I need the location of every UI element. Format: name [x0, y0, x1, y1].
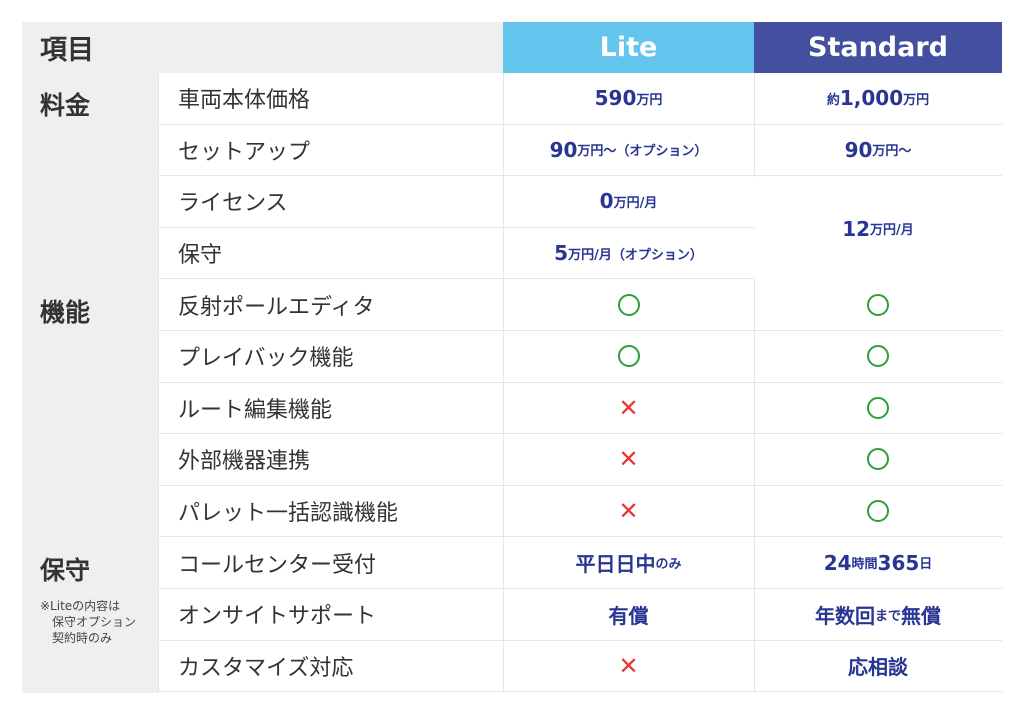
row-label: オンサイトサポート [178, 604, 377, 630]
comparison-table: 項目 Lite Standard 料金 機能 保守 ※Liteの内容は 保守オプ… [22, 22, 1002, 693]
table-row: パレット一括認識機能 ✕ [158, 486, 1002, 538]
value-main: 590 [594, 86, 637, 111]
table-row: 車両本体価格 590 万円約 1,000 万円 [158, 73, 1002, 125]
check-circle-icon [867, 293, 889, 316]
lite-note: ※Liteの内容は 保守オプション 契約時のみ [40, 598, 136, 646]
row-label: 反射ポールエディタ [178, 294, 375, 320]
row-label: ライセンス [178, 191, 288, 217]
cross-icon: ✕ [618, 651, 639, 680]
value-main: 90 [844, 137, 873, 162]
cell-standard: 応相談 [754, 641, 1002, 692]
cell-lite: 0 万円/月 [503, 176, 754, 227]
license-maintenance-standard: 12 万円/月 [754, 177, 1002, 280]
cell-lite: 90 万円〜（オプション） [503, 125, 754, 176]
cell-standard: 24 時間 365 日 [754, 537, 1002, 588]
value-unit: 万円 [636, 92, 663, 108]
table-row: ライセンス 0 万円/月 [158, 176, 1002, 228]
value-main: 12 [842, 216, 871, 241]
value-unit: のみ [655, 557, 682, 573]
value-unit: 万円 [903, 92, 930, 108]
value-unit: 万円/月（オプション） [568, 247, 703, 263]
check-circle-icon [867, 396, 889, 419]
row-label: 外部機器連携 [178, 449, 311, 475]
column-divider [503, 73, 504, 693]
note-line: 契約時のみ [52, 631, 113, 645]
cell-standard [754, 434, 1002, 485]
table-row: 保守 5 万円/月（オプション） [158, 228, 1002, 280]
value-main: 5 [554, 241, 569, 266]
table-row: コールセンター受付 平日日中 のみ 24 時間 365 日 [158, 537, 1002, 589]
value-unit: 時間 [851, 557, 878, 573]
cell-lite: ✕ [503, 641, 754, 692]
cross-icon: ✕ [618, 393, 639, 422]
cell-standard [754, 486, 1002, 537]
cell-lite: ✕ [503, 434, 754, 485]
cell-lite: 有償 [503, 589, 754, 640]
cell-lite: 590 万円 [503, 73, 754, 124]
value-unit: 万円〜 [872, 144, 912, 160]
value-unit: まで [874, 608, 901, 624]
cell-standard: 約 1,000 万円 [754, 73, 1002, 124]
header-standard: Standard [754, 22, 1002, 73]
value-unit: 万円/月 [870, 223, 914, 238]
value-prefix: 約 [826, 92, 840, 108]
check-circle-icon [867, 448, 889, 471]
row-label: プレイバック機能 [178, 346, 354, 372]
cell-standard: 90 万円〜 [754, 125, 1002, 176]
category-column [22, 73, 158, 693]
check-circle-icon [867, 500, 889, 523]
check-circle-icon [867, 345, 889, 368]
row-label: コールセンター受付 [178, 552, 377, 578]
value-unit: 万円〜（オプション） [577, 144, 708, 160]
check-circle-icon [617, 293, 640, 316]
row-label: カスタマイズ対応 [178, 655, 354, 681]
row-label: 保守 [178, 243, 223, 269]
column-divider [754, 73, 755, 693]
category-maintenance: 保守 [40, 556, 91, 585]
cell-lite: ✕ [503, 486, 754, 537]
value-main: 24 [823, 550, 852, 575]
value-main: 応相談 [848, 655, 908, 680]
cross-icon: ✕ [618, 445, 639, 474]
cell-lite [503, 331, 754, 382]
cell-standard [754, 383, 1002, 434]
cell-lite: 平日日中 のみ [503, 537, 754, 588]
value-post: 無償 [901, 603, 941, 628]
table-row: ルート編集機能 ✕ [158, 383, 1002, 435]
cross-icon: ✕ [618, 497, 639, 526]
note-line: ※Liteの内容は [40, 599, 121, 613]
value-post-unit: 日 [919, 557, 933, 573]
cell-standard [754, 331, 1002, 382]
table-row: プレイバック機能 [158, 331, 1002, 383]
cell-lite: ✕ [503, 383, 754, 434]
row-label: 車両本体価格 [178, 88, 311, 114]
value-post: 365 [877, 550, 920, 575]
cell-standard [754, 279, 1002, 330]
row-label: ルート編集機能 [178, 397, 333, 423]
category-pricing: 料金 [40, 91, 91, 120]
table-row: 反射ポールエディタ [158, 279, 1002, 331]
header-lite: Lite [503, 22, 754, 73]
value-main: 1,000 [839, 86, 904, 111]
cell-lite [503, 279, 754, 330]
category-features: 機能 [40, 298, 91, 327]
value-unit: 万円/月 [613, 195, 658, 211]
value-main: 90 [549, 137, 578, 162]
value-main: 0 [599, 189, 614, 214]
header-item: 項目 [22, 22, 503, 73]
table-row: オンサイトサポート 有償 年数回 まで 無償 [158, 589, 1002, 641]
table-row: 外部機器連携 ✕ [158, 434, 1002, 486]
value-main: 年数回 [814, 603, 875, 628]
value-main: 平日日中 [575, 552, 656, 577]
table-row: カスタマイズ対応 ✕ 応相談 [158, 641, 1002, 693]
row-label: セットアップ [178, 139, 311, 165]
check-circle-icon [617, 345, 640, 368]
cell-standard: 年数回 まで 無償 [754, 589, 1002, 640]
value-main: 有償 [608, 603, 649, 628]
row-label: パレット一括認識機能 [178, 501, 399, 527]
column-divider [158, 73, 159, 693]
cell-lite: 5 万円/月（オプション） [503, 228, 754, 279]
note-line: 保守オプション [52, 615, 137, 629]
table-row: セットアップ 90 万円〜（オプション） 90 万円〜 [158, 125, 1002, 177]
